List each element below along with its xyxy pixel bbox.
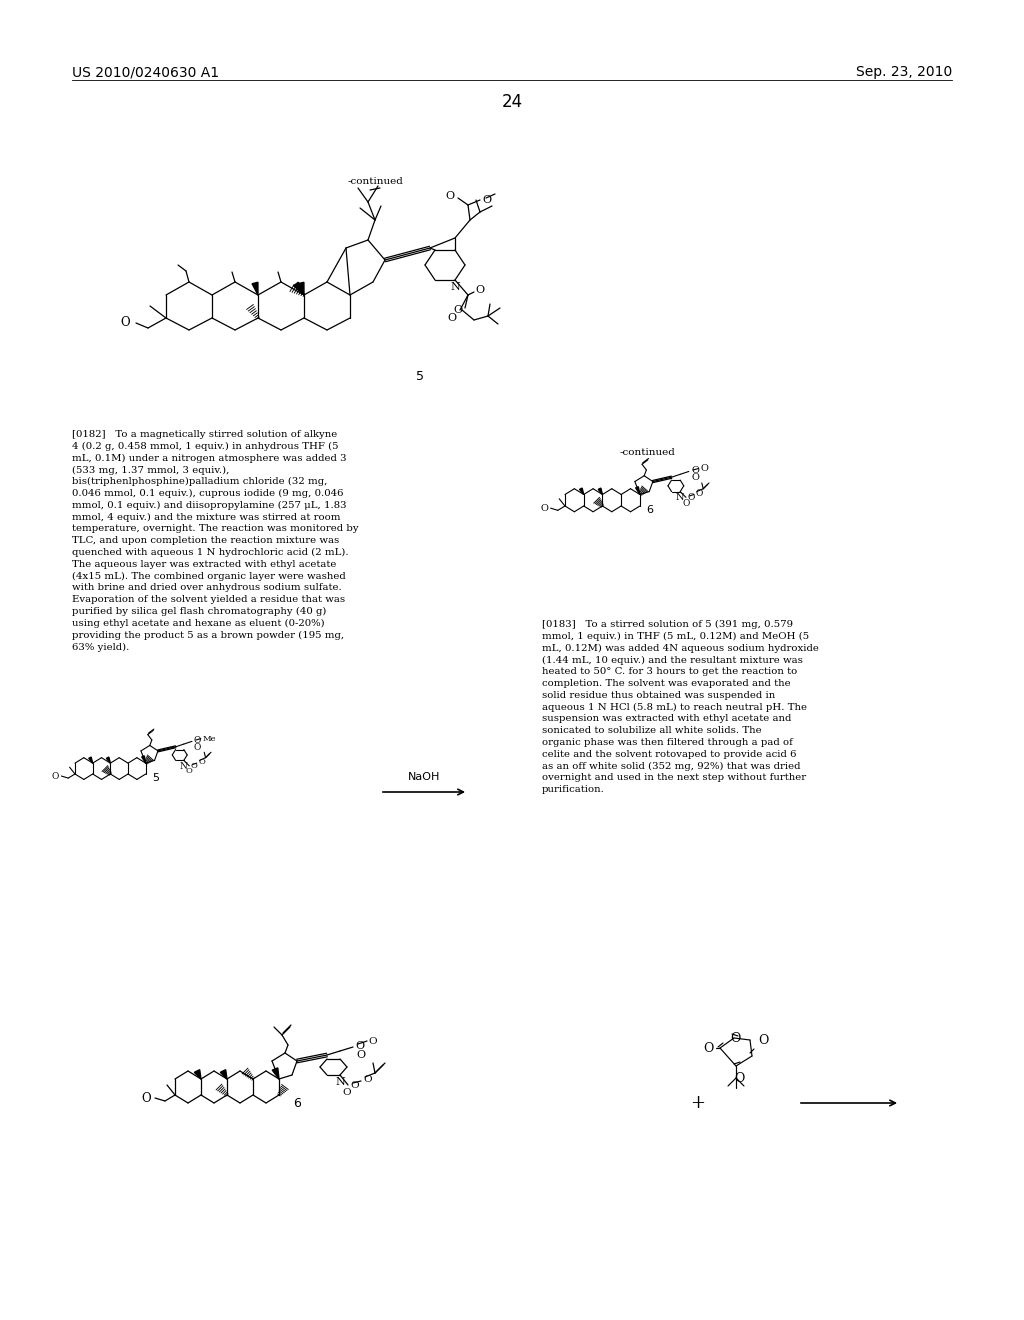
Polygon shape [636, 487, 640, 495]
Polygon shape [89, 758, 93, 763]
Text: O: O [482, 195, 492, 205]
Text: bis(triphenlphosphine)palladium chloride (32 mg,: bis(triphenlphosphine)palladium chloride… [72, 478, 328, 486]
Text: completion. The solvent was evaporated and the: completion. The solvent was evaporated a… [542, 678, 791, 688]
Polygon shape [195, 1069, 201, 1078]
Text: Evaporation of the solvent yielded a residue that was: Evaporation of the solvent yielded a res… [72, 595, 345, 605]
Text: mmol, 1 equiv.) in THF (5 mL, 0.12M) and MeOH (5: mmol, 1 equiv.) in THF (5 mL, 0.12M) and… [542, 632, 809, 642]
Text: quenched with aqueous 1 N hydrochloric acid (2 mL).: quenched with aqueous 1 N hydrochloric a… [72, 548, 348, 557]
Text: mL, 0.12M) was added 4N aqueous sodium hydroxide: mL, 0.12M) was added 4N aqueous sodium h… [542, 644, 819, 652]
Text: -continued: -continued [348, 177, 403, 186]
Text: O: O [194, 737, 202, 746]
Text: NaOH: NaOH [408, 772, 440, 781]
Text: [0182]   To a magnetically stirred solution of alkyne: [0182] To a magnetically stirred solutio… [72, 430, 337, 440]
Text: temperature, overnight. The reaction was monitored by: temperature, overnight. The reaction was… [72, 524, 358, 533]
Text: celite and the solvent rotovaped to provide acid 6: celite and the solvent rotovaped to prov… [542, 750, 797, 759]
Text: with brine and dried over anhydrous sodium sulfate.: with brine and dried over anhydrous sodi… [72, 583, 342, 593]
Text: 63% yield).: 63% yield). [72, 643, 129, 652]
Text: O: O [541, 504, 549, 512]
Text: TLC, and upon completion the reaction mixture was: TLC, and upon completion the reaction mi… [72, 536, 339, 545]
Text: (4x15 mL). The combined organic layer were washed: (4x15 mL). The combined organic layer we… [72, 572, 346, 581]
Text: +: + [690, 1094, 706, 1111]
Text: O: O [350, 1081, 358, 1089]
Text: N: N [451, 282, 460, 292]
Text: N: N [335, 1077, 345, 1086]
Polygon shape [294, 282, 304, 294]
Polygon shape [598, 488, 602, 495]
Text: O: O [703, 1041, 714, 1055]
Text: overnight and used in the next step without further: overnight and used in the next step with… [542, 774, 806, 783]
Text: 4 (0.2 g, 0.458 mmol, 1 equiv.) in anhydrous THF (5: 4 (0.2 g, 0.458 mmol, 1 equiv.) in anhyd… [72, 442, 339, 451]
Text: O: O [356, 1049, 366, 1060]
Text: O: O [700, 465, 709, 473]
Text: 0.046 mmol, 0.1 equiv.), cuprous iodide (9 mg, 0.046: 0.046 mmol, 0.1 equiv.), cuprous iodide … [72, 488, 343, 498]
Polygon shape [252, 282, 258, 294]
Text: The aqueous layer was extracted with ethyl acetate: The aqueous layer was extracted with eth… [72, 560, 336, 569]
Text: O: O [141, 1092, 151, 1105]
Text: (1.44 mL, 10 equiv.) and the resultant mixture was: (1.44 mL, 10 equiv.) and the resultant m… [542, 656, 803, 664]
Text: using ethyl acetate and hexane as eluent (0-20%): using ethyl acetate and hexane as eluent… [72, 619, 325, 628]
Text: O: O [687, 492, 694, 502]
Text: O: O [362, 1076, 372, 1085]
Text: O: O [185, 767, 193, 775]
Text: O: O [695, 490, 702, 498]
Text: O: O [121, 317, 130, 330]
Text: O: O [682, 499, 690, 508]
Text: providing the product 5 as a brown powder (195 mg,: providing the product 5 as a brown powde… [72, 631, 344, 640]
Text: as an off white solid (352 mg, 92%) that was dried: as an off white solid (352 mg, 92%) that… [542, 762, 801, 771]
Text: sonicated to solubilize all white solids. The: sonicated to solubilize all white solids… [542, 726, 762, 735]
Text: O: O [447, 313, 457, 323]
Polygon shape [106, 758, 111, 763]
Polygon shape [272, 1068, 279, 1078]
Text: mmol, 4 equiv.) and the mixture was stirred at room: mmol, 4 equiv.) and the mixture was stir… [72, 512, 341, 521]
Text: (533 mg, 1.37 mmol, 3 equiv.),: (533 mg, 1.37 mmol, 3 equiv.), [72, 466, 229, 474]
Text: O: O [342, 1088, 350, 1097]
Text: purified by silica gel flash chromatography (40 g): purified by silica gel flash chromatogra… [72, 607, 327, 616]
Text: heated to 50° C. for 3 hours to get the reaction to: heated to 50° C. for 3 hours to get the … [542, 667, 798, 676]
Text: O: O [355, 1041, 365, 1051]
Text: aqueous 1 N HCl (5.8 mL) to reach neutral pH. The: aqueous 1 N HCl (5.8 mL) to reach neutra… [542, 702, 807, 711]
Text: organic phase was then filtered through a pad of: organic phase was then filtered through … [542, 738, 793, 747]
Text: O: O [730, 1032, 740, 1045]
Text: O: O [194, 743, 202, 751]
Text: -continued: -continued [620, 447, 676, 457]
Text: O: O [190, 762, 198, 770]
Text: purification.: purification. [542, 785, 605, 795]
Text: mmol, 0.1 equiv.) and diisopropylamine (257 μL, 1.83: mmol, 0.1 equiv.) and diisopropylamine (… [72, 500, 347, 510]
Text: O: O [453, 305, 462, 315]
Text: O: O [52, 771, 59, 780]
Text: O: O [368, 1036, 377, 1045]
Text: O: O [444, 191, 454, 201]
Text: suspension was extracted with ethyl acetate and: suspension was extracted with ethyl acet… [542, 714, 792, 723]
Text: O: O [198, 759, 205, 767]
Text: Me: Me [202, 735, 216, 743]
Text: O: O [691, 473, 698, 482]
Text: 5: 5 [416, 370, 424, 383]
Text: N: N [180, 762, 187, 771]
Text: N: N [676, 494, 684, 502]
Polygon shape [580, 488, 584, 495]
Text: O: O [475, 285, 484, 294]
Polygon shape [220, 1069, 227, 1078]
Text: 6: 6 [646, 504, 653, 515]
Text: [0183]   To a stirred solution of 5 (391 mg, 0.579: [0183] To a stirred solution of 5 (391 m… [542, 620, 793, 630]
Text: O: O [758, 1034, 768, 1047]
Polygon shape [298, 282, 304, 294]
Text: mL, 0.1M) under a nitrogen atmosphere was added 3: mL, 0.1M) under a nitrogen atmosphere wa… [72, 454, 347, 463]
Text: O: O [691, 466, 698, 475]
Text: 24: 24 [502, 92, 522, 111]
Text: US 2010/0240630 A1: US 2010/0240630 A1 [72, 65, 219, 79]
Text: 5: 5 [152, 772, 159, 783]
Text: solid residue thus obtained was suspended in: solid residue thus obtained was suspende… [542, 690, 775, 700]
Polygon shape [141, 756, 145, 763]
Text: Sep. 23, 2010: Sep. 23, 2010 [856, 65, 952, 79]
Text: O: O [734, 1072, 744, 1085]
Text: 6: 6 [293, 1097, 301, 1110]
